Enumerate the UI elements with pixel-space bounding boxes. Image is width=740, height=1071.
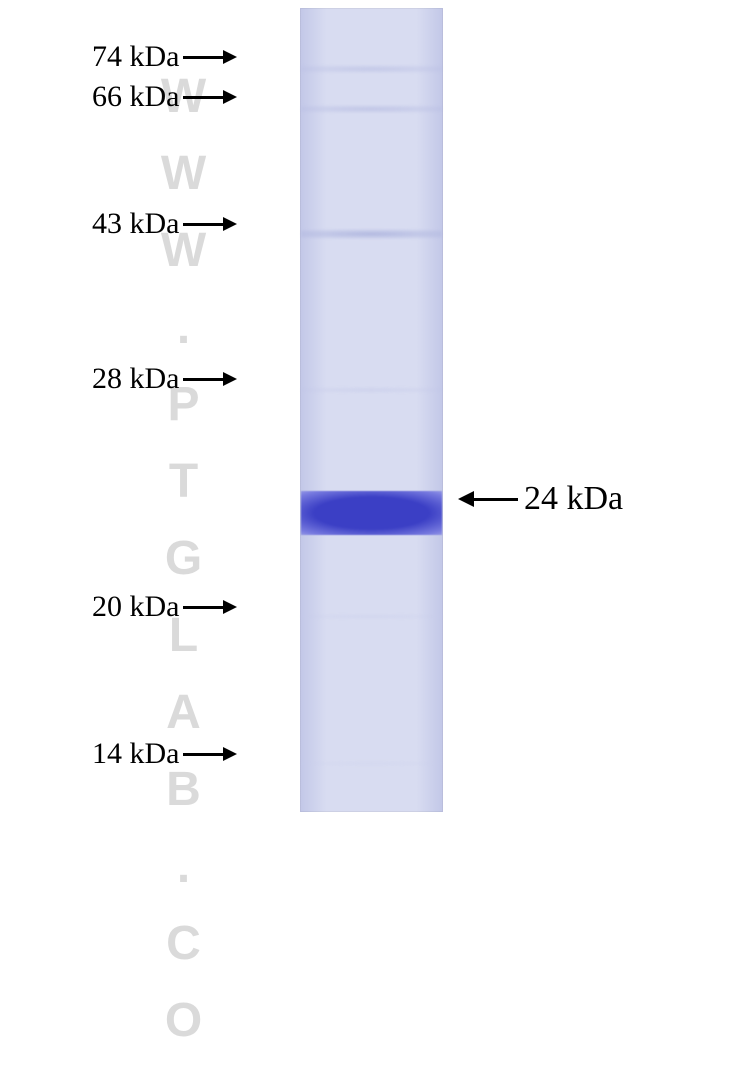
band-74kda: [301, 65, 442, 73]
arrow-line: [183, 223, 223, 226]
marker-43-text: 43 kDa: [92, 209, 179, 239]
marker-28: 28 kDa: [92, 364, 237, 394]
lane: [300, 8, 443, 812]
band-24kda: [301, 491, 442, 535]
marker-14-text: 14 kDa: [92, 739, 179, 769]
arrow-head-right: [223, 372, 237, 386]
marker-20-text: 20 kDa: [92, 592, 179, 622]
arrow-line: [183, 753, 223, 756]
arrow-head-right: [223, 747, 237, 761]
marker-24: 24 kDa: [458, 482, 623, 516]
marker-43: 43 kDa: [92, 209, 237, 239]
arrow-head-right: [223, 600, 237, 614]
arrow-line: [183, 606, 223, 609]
arrow-head-right: [223, 50, 237, 64]
band-43kda: [301, 229, 442, 239]
marker-20: 20 kDa: [92, 592, 237, 622]
marker-14: 14 kDa: [92, 739, 237, 769]
marker-28-text: 28 kDa: [92, 364, 179, 394]
arrow-head-right: [223, 90, 237, 104]
band-14kda: [301, 761, 442, 766]
marker-66: 66 kDa: [92, 82, 237, 112]
marker-74-text: 74 kDa: [92, 42, 179, 72]
arrow-line: [474, 498, 518, 501]
gel-figure: WWW.PTGLAB.CO 74 kDa 66 kDa 43 kDa 28 kD…: [0, 0, 740, 821]
marker-66-text: 66 kDa: [92, 82, 179, 112]
marker-74: 74 kDa: [92, 42, 237, 72]
arrow-line: [183, 378, 223, 381]
arrow-line: [183, 96, 223, 99]
band-28kda: [301, 387, 442, 393]
arrow-line: [183, 56, 223, 59]
arrow-head-right: [223, 217, 237, 231]
marker-24-text: 24 kDa: [524, 482, 623, 516]
band-20kda: [301, 614, 442, 619]
band-66kda: [301, 105, 442, 113]
arrow-head-left: [458, 491, 474, 507]
